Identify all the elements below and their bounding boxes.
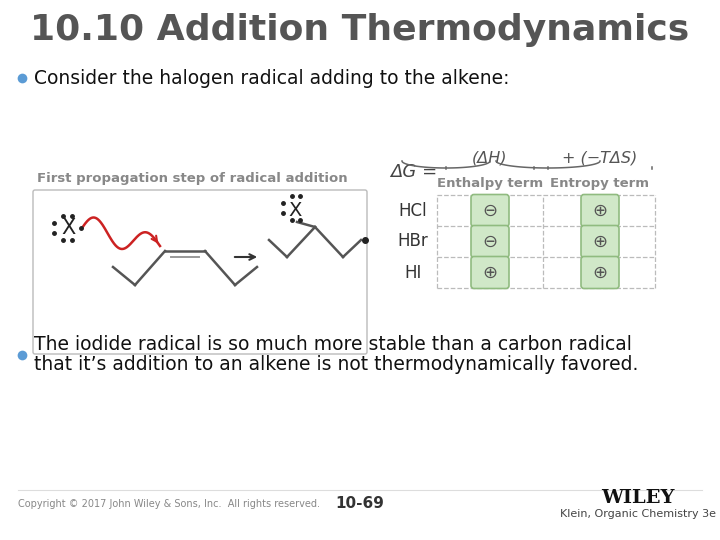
- Text: Klein, Organic Chemistry 3e: Klein, Organic Chemistry 3e: [560, 509, 716, 519]
- FancyBboxPatch shape: [471, 194, 509, 226]
- Text: that it’s addition to an alkene is not thermodynamically favored.: that it’s addition to an alkene is not t…: [34, 355, 639, 375]
- FancyBboxPatch shape: [581, 194, 619, 226]
- Text: ΔG =: ΔG =: [390, 163, 437, 181]
- FancyBboxPatch shape: [471, 256, 509, 288]
- Text: Copyright © 2017 John Wiley & Sons, Inc.  All rights reserved.: Copyright © 2017 John Wiley & Sons, Inc.…: [18, 499, 320, 509]
- Text: ⊖: ⊖: [482, 201, 498, 219]
- Text: Enthalpy term: Enthalpy term: [437, 178, 543, 191]
- FancyBboxPatch shape: [471, 226, 509, 258]
- Text: ⊕: ⊕: [593, 201, 608, 219]
- Text: X: X: [61, 218, 75, 238]
- Text: First propagation step of radical addition: First propagation step of radical additi…: [37, 172, 348, 185]
- Text: WILEY: WILEY: [601, 489, 675, 507]
- Text: HBr: HBr: [397, 233, 428, 251]
- FancyBboxPatch shape: [33, 190, 367, 354]
- Text: ⊖: ⊖: [482, 233, 498, 251]
- FancyBboxPatch shape: [581, 226, 619, 258]
- Text: Consider the halogen radical adding to the alkene:: Consider the halogen radical adding to t…: [34, 69, 510, 87]
- Text: (ΔH): (ΔH): [472, 151, 508, 165]
- Text: + (−TΔS): + (−TΔS): [562, 151, 638, 165]
- Text: ⊕: ⊕: [593, 264, 608, 281]
- Text: The iodide radical is so much more stable than a carbon radical: The iodide radical is so much more stabl…: [34, 335, 632, 354]
- Text: 10.10 Addition Thermodynamics: 10.10 Addition Thermodynamics: [30, 13, 690, 47]
- Text: X: X: [288, 200, 302, 219]
- Text: 10-69: 10-69: [336, 496, 384, 511]
- Text: ⊕: ⊕: [482, 264, 498, 281]
- Text: HI: HI: [405, 264, 422, 281]
- Text: Entropy term: Entropy term: [551, 178, 649, 191]
- FancyBboxPatch shape: [581, 256, 619, 288]
- Text: ⊕: ⊕: [593, 233, 608, 251]
- Text: HCl: HCl: [399, 201, 427, 219]
